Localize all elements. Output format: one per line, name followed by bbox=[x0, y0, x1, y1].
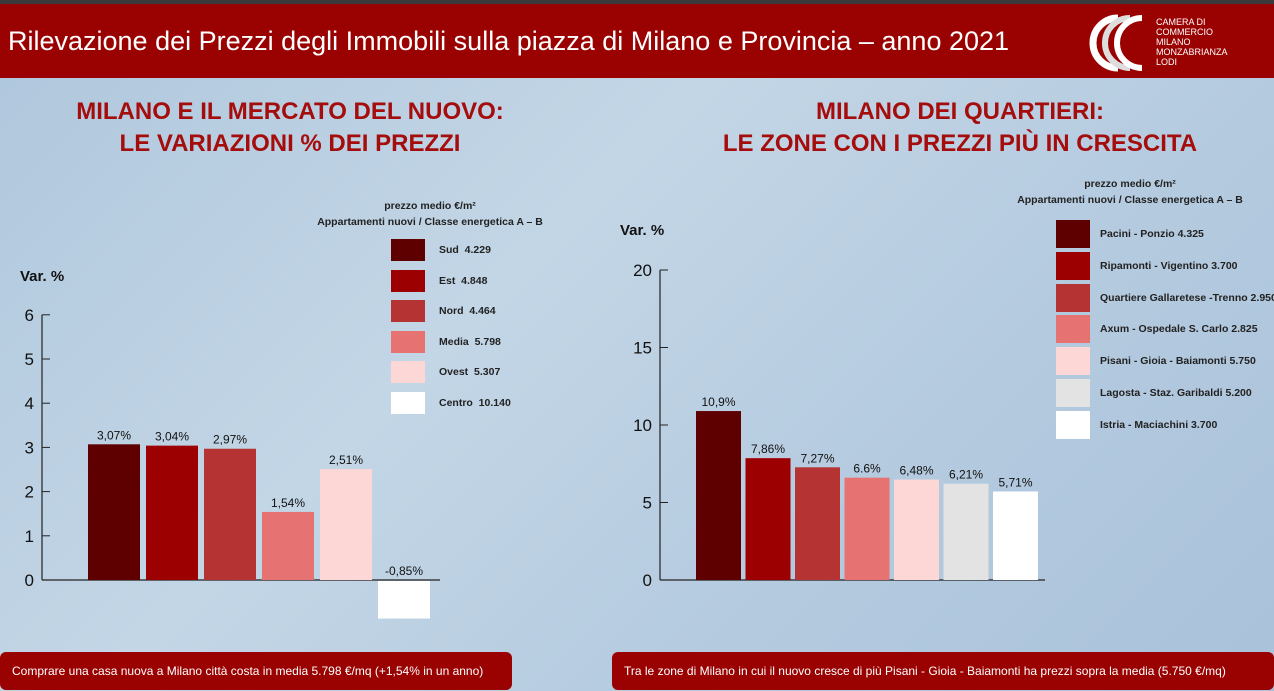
bar bbox=[894, 479, 939, 580]
legend-item: Sud 4.229 bbox=[391, 239, 491, 261]
bar-value-label: 7,27% bbox=[800, 451, 834, 465]
legend-item: Axum - Ospedale S. Carlo 2.825 bbox=[1056, 315, 1258, 344]
legend-item: Pacini - Ponzio 4.325 bbox=[1056, 220, 1204, 248]
bar bbox=[262, 511, 314, 580]
bar-value-label: 6.6% bbox=[853, 462, 881, 476]
legend-label: Lagosta - Staz. Garibaldi 5.200 bbox=[1100, 387, 1252, 399]
legend-item: Istria - Maciachini 3.700 bbox=[1056, 410, 1218, 439]
legend-swatch bbox=[1056, 410, 1090, 439]
legend-label: Istria - Maciachini 3.700 bbox=[1100, 418, 1218, 431]
left-chart-title: MILANO E IL MERCATO DEL NUOVO: LE VARIAZI… bbox=[76, 98, 504, 157]
y-tick-label: 0 bbox=[25, 571, 34, 590]
y-tick-label: 5 bbox=[25, 350, 34, 369]
y-tick-label: 2 bbox=[25, 483, 34, 502]
bar-value-label: 6,48% bbox=[899, 464, 933, 478]
legend-label: Centro 10.140 bbox=[439, 396, 511, 409]
bar bbox=[146, 445, 198, 580]
bar-value-label: 7,86% bbox=[751, 442, 785, 456]
camera-commercio-logo bbox=[1089, 14, 1143, 72]
legend-label: Est 4.848 bbox=[439, 274, 488, 287]
top-strip bbox=[0, 0, 1274, 4]
legend-label: Pacini - Ponzio 4.325 bbox=[1100, 228, 1204, 240]
y-tick-label: 5 bbox=[643, 494, 652, 513]
y-tick-label: 15 bbox=[633, 339, 652, 358]
right-chart-title: MILANO DEI QUARTIERI: LE ZONE CON I PREZZ… bbox=[722, 98, 1198, 157]
y-tick-label: 10 bbox=[633, 416, 652, 435]
bar-value-label: 3,04% bbox=[155, 430, 189, 444]
bar-value-label: 10,9% bbox=[701, 395, 735, 409]
bar bbox=[844, 477, 890, 580]
legend-item: Pisani - Gioia - Baiamonti 5.750 bbox=[1056, 347, 1256, 376]
legend-item: Quartiere Gallaretese -Trenno 2.950 bbox=[1056, 283, 1274, 312]
page-title: Rilevazione dei Prezzi degli Immobili su… bbox=[8, 26, 1010, 56]
bar-value-label: 2,97% bbox=[213, 433, 247, 447]
y-tick-label: 1 bbox=[25, 527, 34, 546]
legend-swatch bbox=[1056, 283, 1090, 312]
left-y-axis-label: Var. % bbox=[20, 268, 65, 285]
legend-label: Pisani - Gioia - Baiamonti 5.750 bbox=[1100, 355, 1256, 368]
header: Rilevazione dei Prezzi degli Immobili su… bbox=[0, 4, 1274, 78]
bar-value-label: -0,85% bbox=[385, 564, 423, 578]
bar bbox=[795, 467, 840, 580]
legend-swatch bbox=[391, 361, 425, 383]
y-tick-label: 4 bbox=[25, 394, 34, 413]
legend-swatch bbox=[391, 300, 425, 322]
bar bbox=[745, 458, 791, 580]
legend-item: Lagosta - Staz. Garibaldi 5.200 bbox=[1056, 379, 1252, 407]
y-tick-label: 20 bbox=[633, 261, 652, 280]
legend-label: Quartiere Gallaretese -Trenno 2.950 bbox=[1100, 291, 1274, 304]
legend-swatch bbox=[1056, 347, 1090, 376]
logo-text: CAMERA DI COMMERCIO MILANO MONZABRIANZA LODI bbox=[1156, 17, 1228, 67]
legend-swatch bbox=[391, 269, 425, 292]
legend-swatch bbox=[1056, 315, 1090, 344]
legend-label: Nord 4.464 bbox=[439, 305, 496, 317]
right-legend-title: prezzo medio €/m² Appartamenti nuovi / Cl… bbox=[1017, 178, 1243, 206]
legend-swatch bbox=[1056, 379, 1090, 407]
legend-label: Sud 4.229 bbox=[439, 244, 491, 256]
legend-swatch bbox=[1056, 251, 1090, 280]
bar bbox=[204, 448, 256, 580]
legend-label: Ripamonti - Vigentino 3.700 bbox=[1100, 259, 1238, 272]
legend-label: Axum - Ospedale S. Carlo 2.825 bbox=[1100, 323, 1258, 336]
bar-value-label: 3,07% bbox=[97, 428, 131, 442]
bar bbox=[320, 469, 372, 580]
footer-right-banner: Tra le zone di Milano in cui il nuovo cr… bbox=[612, 652, 1274, 690]
left-legend-title: prezzo medio €/m² Appartamenti nuovi / Cl… bbox=[317, 200, 543, 228]
legend-swatch bbox=[391, 330, 425, 353]
y-tick-label: 6 bbox=[25, 306, 34, 325]
legend-item: Media 5.798 bbox=[391, 330, 501, 353]
bar bbox=[993, 491, 1038, 580]
legend-item: Nord 4.464 bbox=[391, 300, 496, 322]
legend-swatch bbox=[391, 239, 425, 261]
legend-label: Ovest 5.307 bbox=[439, 366, 501, 378]
bar bbox=[378, 581, 430, 619]
bar bbox=[943, 483, 989, 580]
bar-value-label: 6,21% bbox=[949, 468, 983, 482]
legend-swatch bbox=[391, 391, 425, 414]
legend-item: Ripamonti - Vigentino 3.700 bbox=[1056, 251, 1238, 280]
legend-swatch bbox=[1056, 220, 1090, 248]
y-tick-label: 0 bbox=[643, 571, 652, 590]
right-y-axis-label: Var. % bbox=[620, 222, 665, 239]
footer-left-banner: Comprare una casa nuova a Milano città c… bbox=[0, 652, 512, 690]
bar bbox=[88, 444, 140, 580]
bar-value-label: 2,51% bbox=[329, 453, 363, 467]
y-tick-label: 3 bbox=[25, 438, 34, 457]
legend-item: Centro 10.140 bbox=[391, 391, 511, 414]
legend-item: Ovest 5.307 bbox=[391, 361, 500, 383]
bar-value-label: 1,54% bbox=[271, 496, 305, 510]
legend-label: Media 5.798 bbox=[439, 335, 501, 348]
legend-item: Est 4.848 bbox=[391, 269, 488, 292]
bar bbox=[696, 411, 741, 580]
bar-value-label: 5,71% bbox=[998, 475, 1032, 489]
